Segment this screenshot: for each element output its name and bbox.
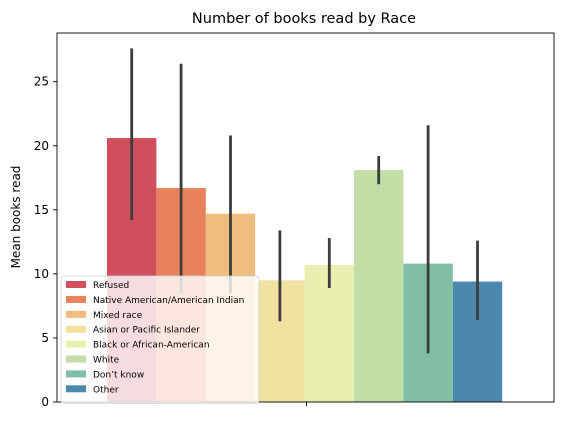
error-bars-layer [130,48,479,354]
legend-label-black-or-african-american: Black or African-American [93,341,210,351]
legend-swatch-don-t-know [66,370,86,378]
legend-swatch-native-american-american-indian [66,295,86,303]
legend-swatch-other [66,385,86,393]
legend-swatch-refused [66,281,86,288]
y-tick-label-10: 10 [34,267,49,281]
legend-swatch-white [66,355,86,363]
y-tick-label-25: 25 [34,75,49,89]
bar-white [354,170,404,402]
chart-title: Number of books read by Race [192,11,416,27]
legend-label-refused: Refused [93,281,129,291]
y-tick-label-20: 20 [34,139,49,153]
y-tick-label-5: 5 [41,331,49,345]
legend-swatch-asian-or-pacific-islander [66,325,86,333]
plot-frame [56,32,555,403]
legend-label-white: White [93,356,120,366]
y-axis-label: Mean books read [9,166,23,269]
legend-box [60,275,260,404]
y-tick-label-0: 0 [41,395,49,409]
legend: Refused Native American/American Indian Mi… [60,275,260,404]
legend-swatch-mixed-race [66,310,86,318]
legend-label-mixed-race: Mixed race [93,311,143,321]
legend-label-asian-or-pacific-islander: Asian or Pacific Islander [93,326,200,336]
axes-layer: 0 5 10 15 20 25 [34,32,555,409]
y-tick-label-15: 15 [34,203,49,217]
legend-label-other: Other [93,385,119,395]
legend-label-don-t-know: Don’t know [93,370,144,380]
legend-label-native-american-american-indian: Native American/American Indian [93,296,244,306]
legend-swatch-black-or-african-american [66,340,86,348]
